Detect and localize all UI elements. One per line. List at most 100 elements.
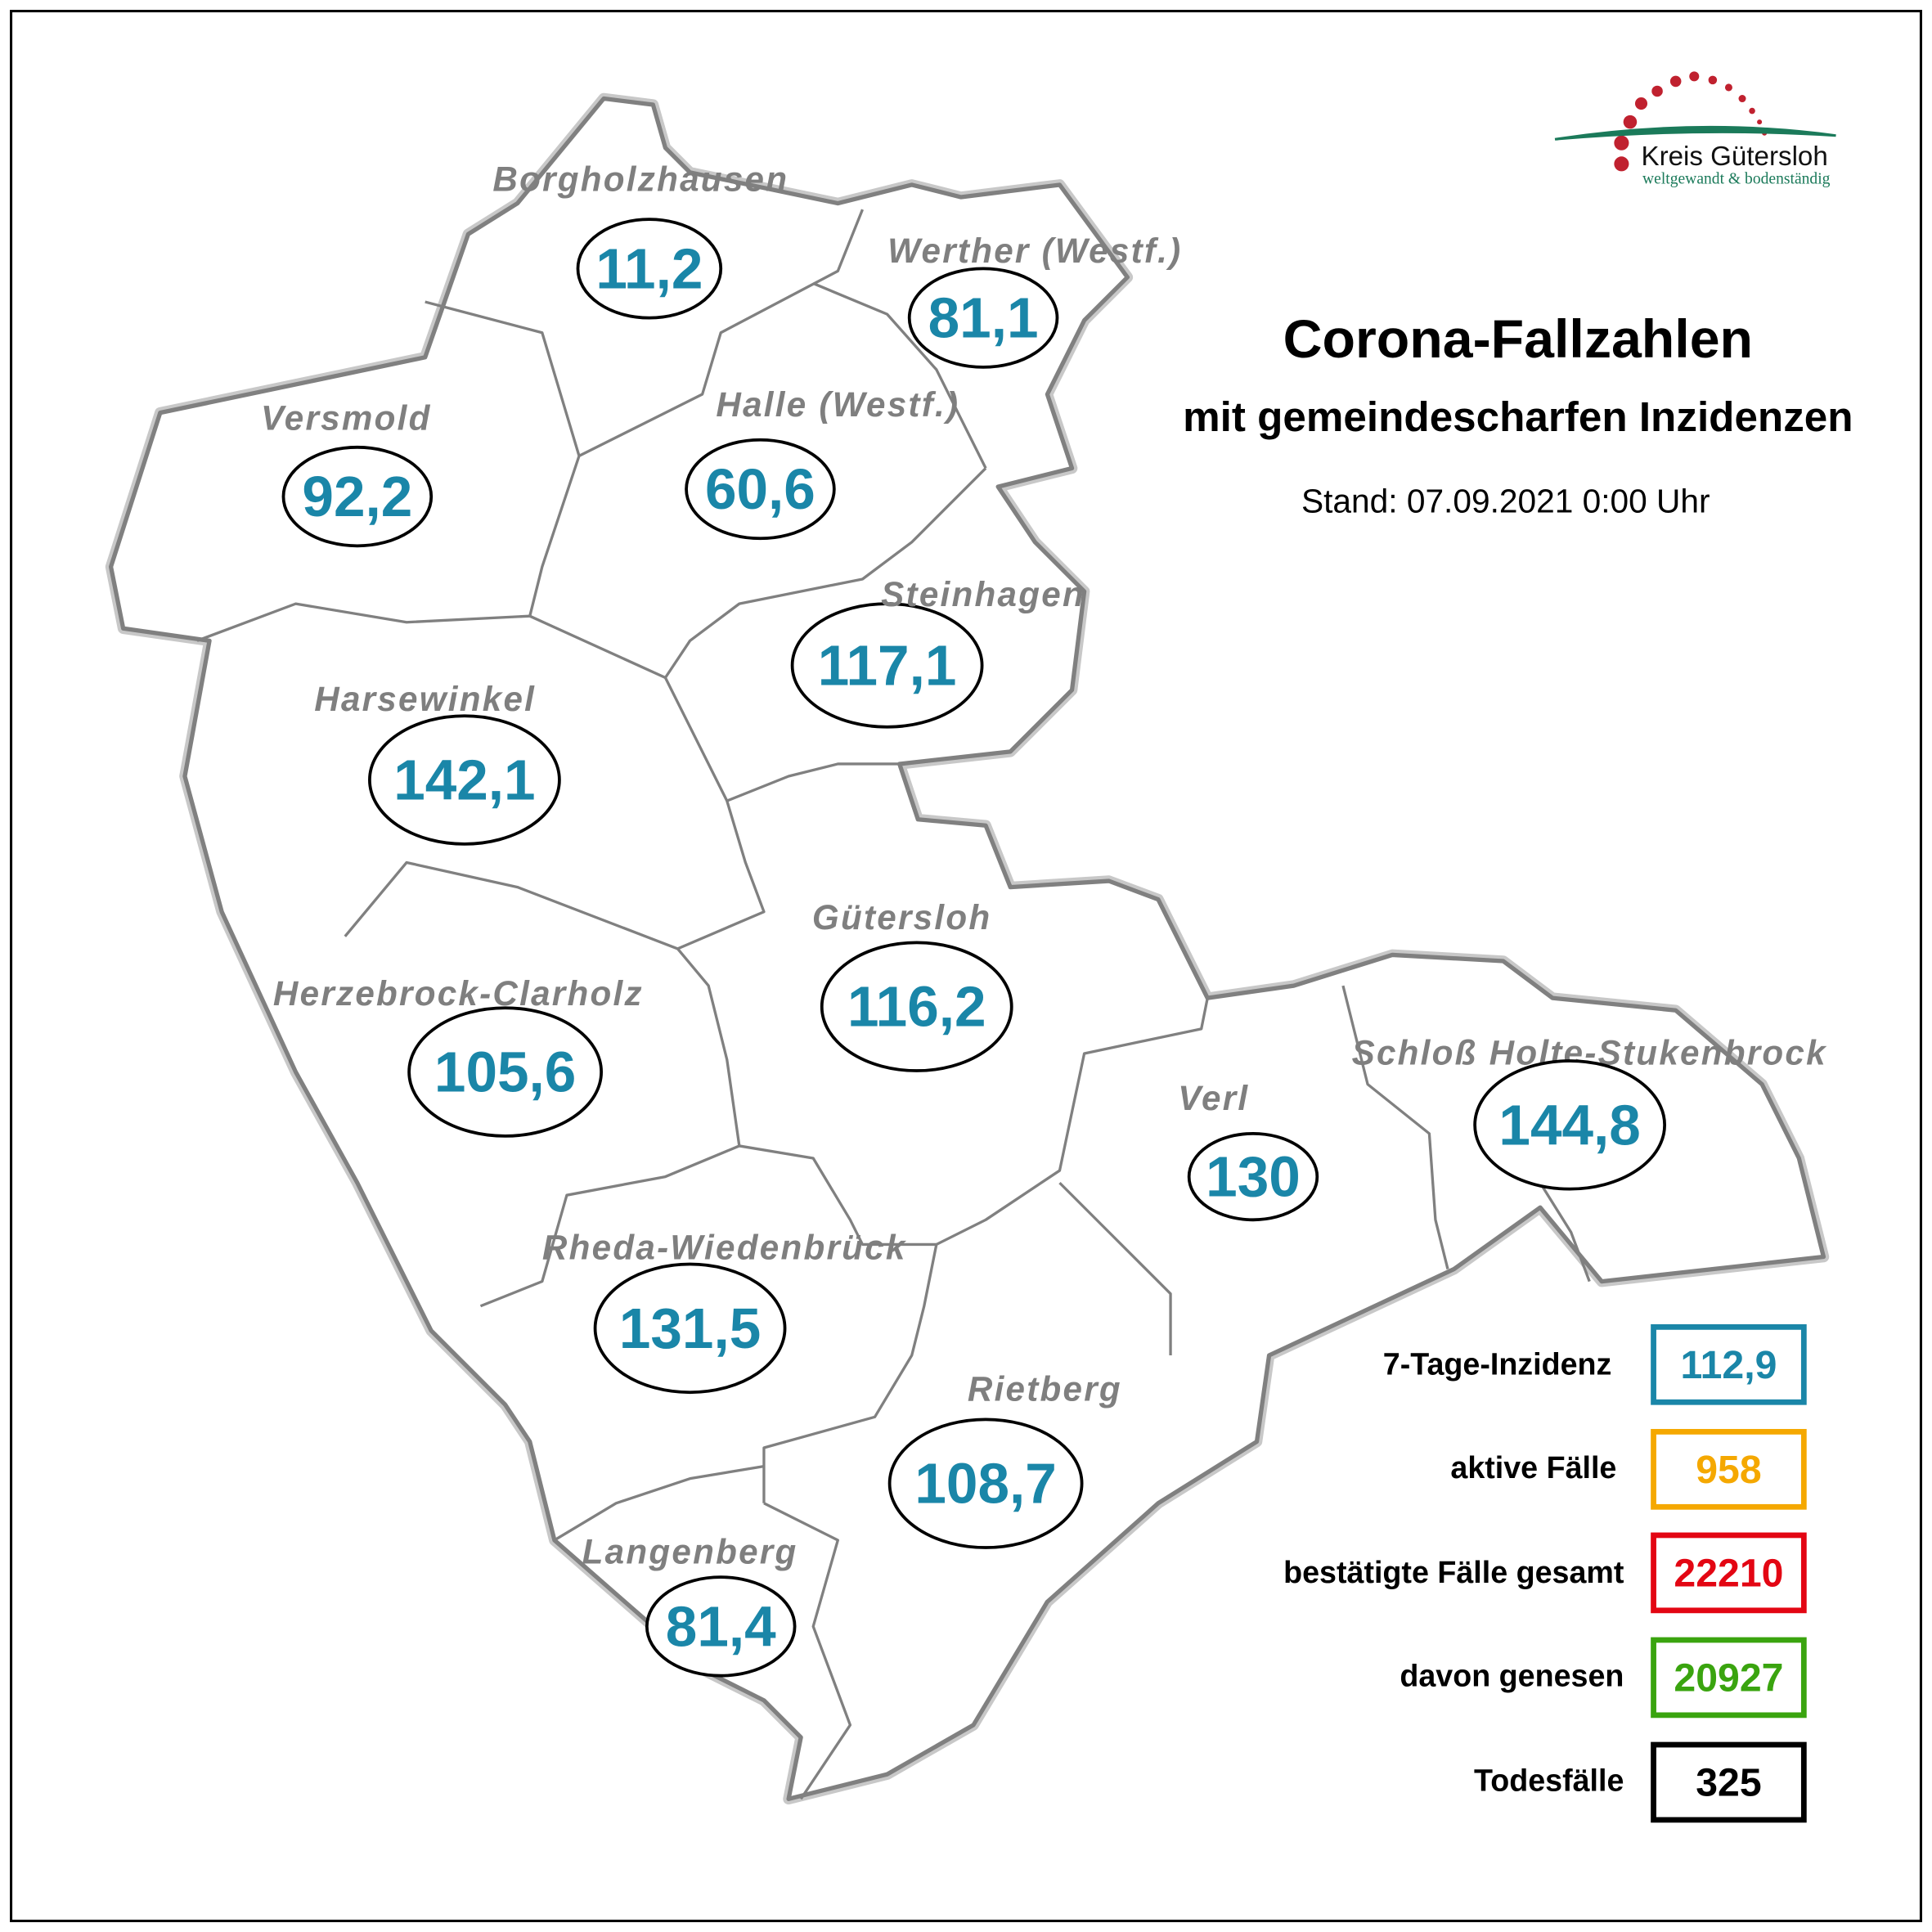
municipality-werther[interactable]: Werther (Westf.) 81,1 bbox=[887, 231, 1182, 369]
legend-value-box bbox=[1651, 1741, 1807, 1823]
municipality-schloss-holte-stukenbrock[interactable]: Schloß Holte-Stukenbrock 144,8 bbox=[1352, 1034, 1828, 1191]
municipality-halle[interactable]: Halle (Westf.) 60,6 bbox=[685, 385, 959, 541]
municipality-rietberg[interactable]: Rietberg 108,7 bbox=[887, 1370, 1122, 1549]
municipality-name: Versmold bbox=[261, 399, 432, 438]
boundary-werther-halle bbox=[812, 281, 987, 470]
incidence-value: 131,5 bbox=[619, 1296, 761, 1360]
legend-row-active: aktive Fälle 958 bbox=[1450, 1429, 1807, 1510]
municipality-name: Halle (Westf.) bbox=[716, 385, 959, 424]
municipality-herzebrock-clarholz[interactable]: Herzebrock-Clarholz 105,6 bbox=[273, 974, 644, 1138]
summary-legend: 7-Tage-Inzidenz 112,9 aktive Fälle 958 b… bbox=[1283, 1323, 1807, 1823]
legend-value-box bbox=[1651, 1637, 1807, 1719]
incidence-bubble bbox=[887, 1418, 1084, 1549]
legend-label: aktive Fälle bbox=[1450, 1450, 1616, 1485]
municipality-borgholzhausen[interactable]: Borgholzhausen 11,2 bbox=[492, 160, 789, 320]
municipality-name: Rietberg bbox=[968, 1370, 1122, 1409]
legend-row-confirmed: bestätigte Fälle gesamt 22210 bbox=[1283, 1532, 1807, 1614]
incidence-value: 92,2 bbox=[302, 465, 412, 528]
kreis-guetersloh-logo: Kreis Gütersloh weltgewandt & bodenständ… bbox=[1554, 71, 1836, 187]
boundary-harsewinkel-halle bbox=[529, 614, 667, 680]
district-map bbox=[105, 92, 1830, 1805]
municipality-name: Herzebrock-Clarholz bbox=[273, 974, 644, 1013]
legend-value: 325 bbox=[1696, 1761, 1761, 1805]
page-title: Corona-Fallzahlen bbox=[1283, 309, 1753, 370]
municipality-versmold[interactable]: Versmold 92,2 bbox=[261, 399, 434, 548]
boundary-rheda-langenberg bbox=[554, 1464, 765, 1542]
incidence-value: 142,1 bbox=[393, 748, 535, 812]
municipality-name: Harsewinkel bbox=[314, 680, 536, 718]
boundary-borgholzhausen-halle bbox=[578, 209, 865, 457]
municipality-name: Borgholzhausen bbox=[492, 160, 789, 198]
incidence-bubble bbox=[685, 438, 836, 541]
boundary-langenberg-rietberg bbox=[763, 1502, 852, 1800]
municipality-name: Rheda-Wiedenbrück bbox=[542, 1229, 907, 1267]
incidence-value: 116,2 bbox=[847, 975, 986, 1039]
incidence-value: 108,7 bbox=[914, 1452, 1056, 1516]
boundary-harsewinkel-guetersloh bbox=[663, 676, 766, 950]
municipality-boundaries bbox=[196, 209, 1591, 1800]
legend-label: Todesfälle bbox=[1474, 1764, 1624, 1798]
legend-row-recovered: davon genesen 20927 bbox=[1400, 1637, 1807, 1719]
incidence-bubble bbox=[1473, 1059, 1666, 1191]
legend-value: 22210 bbox=[1674, 1552, 1783, 1596]
boundary-shs-south bbox=[1539, 1182, 1591, 1283]
incidence-value: 81,1 bbox=[928, 286, 1039, 350]
incidence-value: 11,2 bbox=[595, 236, 703, 300]
municipality-harsewinkel[interactable]: Harsewinkel 142,1 bbox=[314, 680, 561, 846]
boundary-verl-rietberg bbox=[1058, 1181, 1172, 1356]
municipality-name: Langenberg bbox=[582, 1533, 798, 1571]
municipality-name: Gütersloh bbox=[812, 898, 991, 937]
incidence-value: 130 bbox=[1206, 1145, 1301, 1209]
municipality-rheda-wiedenbrueck[interactable]: Rheda-Wiedenbrück 131,5 bbox=[542, 1229, 907, 1395]
boundary-versmold-harsewinkel bbox=[196, 602, 530, 642]
municipality-name: Werther (Westf.) bbox=[887, 231, 1182, 270]
municipality-name: Verl bbox=[1178, 1079, 1249, 1117]
incidence-bubble bbox=[593, 1262, 787, 1395]
incidence-bubble bbox=[645, 1575, 797, 1678]
boundary-steinhagen-guetersloh bbox=[726, 762, 900, 802]
municipality-verl[interactable]: Verl 130 bbox=[1178, 1079, 1319, 1222]
incidence-value: 117,1 bbox=[818, 633, 957, 697]
logo-dots-icon bbox=[1614, 71, 1768, 172]
district-outline bbox=[108, 96, 1826, 1801]
boundary-herzebrock-guetersloh bbox=[676, 947, 741, 1147]
municipality-langenberg[interactable]: Langenberg 81,4 bbox=[582, 1533, 798, 1678]
legend-value-box bbox=[1651, 1323, 1807, 1405]
logo-tagline: weltgewandt & bodenständig bbox=[1642, 170, 1831, 187]
municipality-guetersloh[interactable]: Gütersloh 116,2 bbox=[812, 898, 1013, 1072]
incidence-bubble bbox=[368, 714, 561, 846]
legend-value-box bbox=[1651, 1429, 1807, 1510]
municipality-steinhagen[interactable]: Steinhagen 117,1 bbox=[790, 575, 1085, 729]
incidence-bubble bbox=[281, 445, 434, 548]
boundary-harsewinkel-herzebrock bbox=[344, 860, 679, 950]
boundary-guetersloh-rheda bbox=[739, 1144, 937, 1247]
legend-value: 958 bbox=[1696, 1448, 1761, 1492]
incidence-value: 60,6 bbox=[705, 457, 815, 521]
municipality-name: Steinhagen bbox=[881, 575, 1085, 613]
incidence-bubble bbox=[790, 602, 984, 729]
incidence-bubble bbox=[576, 218, 723, 320]
data-timestamp: Stand: 07.09.2021 0:00 Uhr bbox=[1301, 483, 1710, 520]
boundary-verl-shs bbox=[1341, 985, 1449, 1269]
incidence-bubble bbox=[907, 267, 1059, 369]
legend-label: 7-Tage-Inzidenz bbox=[1383, 1347, 1612, 1382]
boundary-herzebrock-rheda bbox=[479, 1144, 740, 1308]
incidence-value: 105,6 bbox=[434, 1040, 576, 1104]
boundary-rheda-rietberg bbox=[762, 1244, 938, 1503]
incidence-value: 81,4 bbox=[666, 1594, 776, 1658]
incidence-bubble bbox=[407, 1006, 603, 1138]
incidence-bubble bbox=[1187, 1131, 1319, 1222]
incidence-value: 144,8 bbox=[1498, 1093, 1640, 1157]
legend-value: 20927 bbox=[1674, 1656, 1783, 1701]
legend-label: davon genesen bbox=[1400, 1659, 1624, 1693]
boundary-guetersloh-verl bbox=[936, 997, 1209, 1246]
incidence-bubble bbox=[820, 941, 1013, 1072]
legend-row-incidence: 7-Tage-Inzidenz 112,9 bbox=[1383, 1323, 1807, 1405]
legend-value: 112,9 bbox=[1680, 1343, 1777, 1387]
boundary-halle-steinhagen bbox=[664, 467, 987, 679]
logo-name: Kreis Gütersloh bbox=[1641, 142, 1827, 172]
logo-arc-icon bbox=[1554, 125, 1836, 141]
legend-label: bestätigte Fälle gesamt bbox=[1283, 1555, 1624, 1589]
